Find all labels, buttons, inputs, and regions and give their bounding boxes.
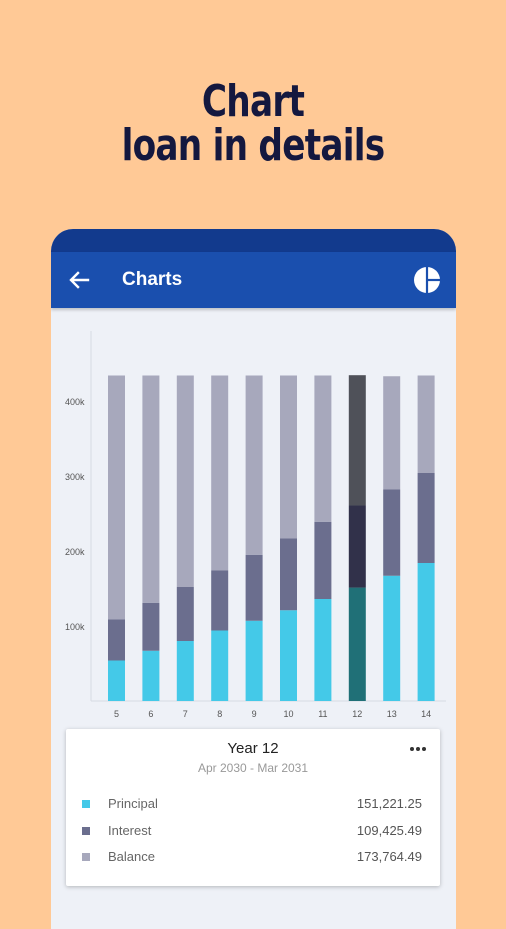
bar-interest-7[interactable] xyxy=(176,587,194,641)
bar-balance-7[interactable] xyxy=(176,375,194,588)
legend-value: 151,221.25 xyxy=(356,796,422,811)
bar-principal-11[interactable] xyxy=(314,599,332,701)
detail-date-range: Apr 2030 - Mar 2031 xyxy=(197,761,309,775)
bar-interest-13[interactable] xyxy=(383,489,401,576)
x-tick-label: 12 xyxy=(352,709,362,719)
chart-svg: 100k 200k 300k 400k 5 6 7 8 9 10 11 12 13 14 xyxy=(65,331,446,719)
bar-interest-5[interactable] xyxy=(108,619,125,661)
legend-swatch xyxy=(82,826,90,835)
year-detail-card: Year 12 Apr 2030 - Mar 2031 Principal 151… xyxy=(66,729,440,886)
bar-interest-12[interactable] xyxy=(348,505,366,588)
promo-title-line1: Chart xyxy=(201,76,305,127)
legend-swatch xyxy=(82,853,90,861)
x-tick-label: 9 xyxy=(252,709,257,719)
status-bar xyxy=(51,229,456,252)
arrow-left-icon[interactable] xyxy=(67,269,91,291)
bar-balance-13[interactable] xyxy=(383,376,401,490)
bar-interest-14[interactable] xyxy=(417,473,435,563)
legend-value: 173,764.49 xyxy=(356,849,422,864)
bar-principal-14[interactable] xyxy=(417,563,435,701)
legend-row-interest: Interest 109,425.49 xyxy=(66,822,440,842)
x-tick-label: 5 xyxy=(114,709,119,719)
bar-interest-10[interactable] xyxy=(280,538,297,611)
bar-balance-8[interactable] xyxy=(211,375,229,571)
bar-balance-11[interactable] xyxy=(314,375,332,522)
y-tick-label: 400k xyxy=(65,397,85,407)
more-horizontal-icon[interactable] xyxy=(408,739,428,759)
bar-balance-10[interactable] xyxy=(280,375,297,539)
bar-balance-9[interactable] xyxy=(245,375,263,555)
legend-swatch xyxy=(82,800,90,808)
x-tick-label: 14 xyxy=(421,709,431,719)
app-bar: Charts xyxy=(51,252,456,308)
pie-chart-icon[interactable] xyxy=(413,266,441,294)
legend-row-balance: Balance 173,764.49 xyxy=(66,848,440,868)
bar-principal-8[interactable] xyxy=(211,630,229,702)
bar-interest-11[interactable] xyxy=(314,521,332,599)
legend-label: Interest xyxy=(108,822,152,838)
bar-principal-9[interactable] xyxy=(245,620,263,701)
y-tick-label: 300k xyxy=(65,472,85,482)
x-tick-label: 7 xyxy=(183,709,188,719)
bar-principal-5[interactable] xyxy=(108,660,125,702)
legend-row-principal: Principal 151,221.25 xyxy=(66,795,440,815)
stacked-bar-chart[interactable]: 100k 200k 300k 400k 5 6 7 8 9 10 11 12 13 14 xyxy=(51,329,456,719)
x-tick-label: 10 xyxy=(283,709,293,719)
bar-interest-6[interactable] xyxy=(142,602,160,651)
bar-balance-12[interactable] xyxy=(348,375,366,506)
bar-principal-6[interactable] xyxy=(142,650,160,701)
detail-year-title: Year 12 xyxy=(227,740,279,757)
bar-balance-5[interactable] xyxy=(108,375,125,620)
legend-label: Principal xyxy=(108,796,158,811)
bar-interest-9[interactable] xyxy=(245,554,263,621)
x-tick-label: 8 xyxy=(217,709,222,719)
app-title: Charts xyxy=(122,269,183,290)
x-tick-label: 13 xyxy=(387,709,397,719)
bar-interest-8[interactable] xyxy=(211,570,229,631)
legend-label: Balance xyxy=(108,849,155,864)
x-tick-label: 11 xyxy=(318,709,327,719)
legend-value: 109,425.49 xyxy=(356,822,422,838)
bar-balance-14[interactable] xyxy=(417,375,435,474)
bar-principal-13[interactable] xyxy=(383,575,401,701)
phone-screen: Charts 100k 200k 300k 400k 5 6 7 8 9 10 11 12 13 14 Y… xyxy=(51,229,456,929)
promo-title-line2: loan in details xyxy=(121,120,385,171)
bar-principal-12[interactable] xyxy=(348,587,366,701)
bar-balance-6[interactable] xyxy=(142,375,160,603)
bar-principal-7[interactable] xyxy=(176,641,194,701)
y-tick-label: 200k xyxy=(65,547,85,557)
x-tick-label: 6 xyxy=(148,709,153,719)
y-tick-label: 100k xyxy=(65,622,85,632)
bar-principal-10[interactable] xyxy=(280,610,297,701)
